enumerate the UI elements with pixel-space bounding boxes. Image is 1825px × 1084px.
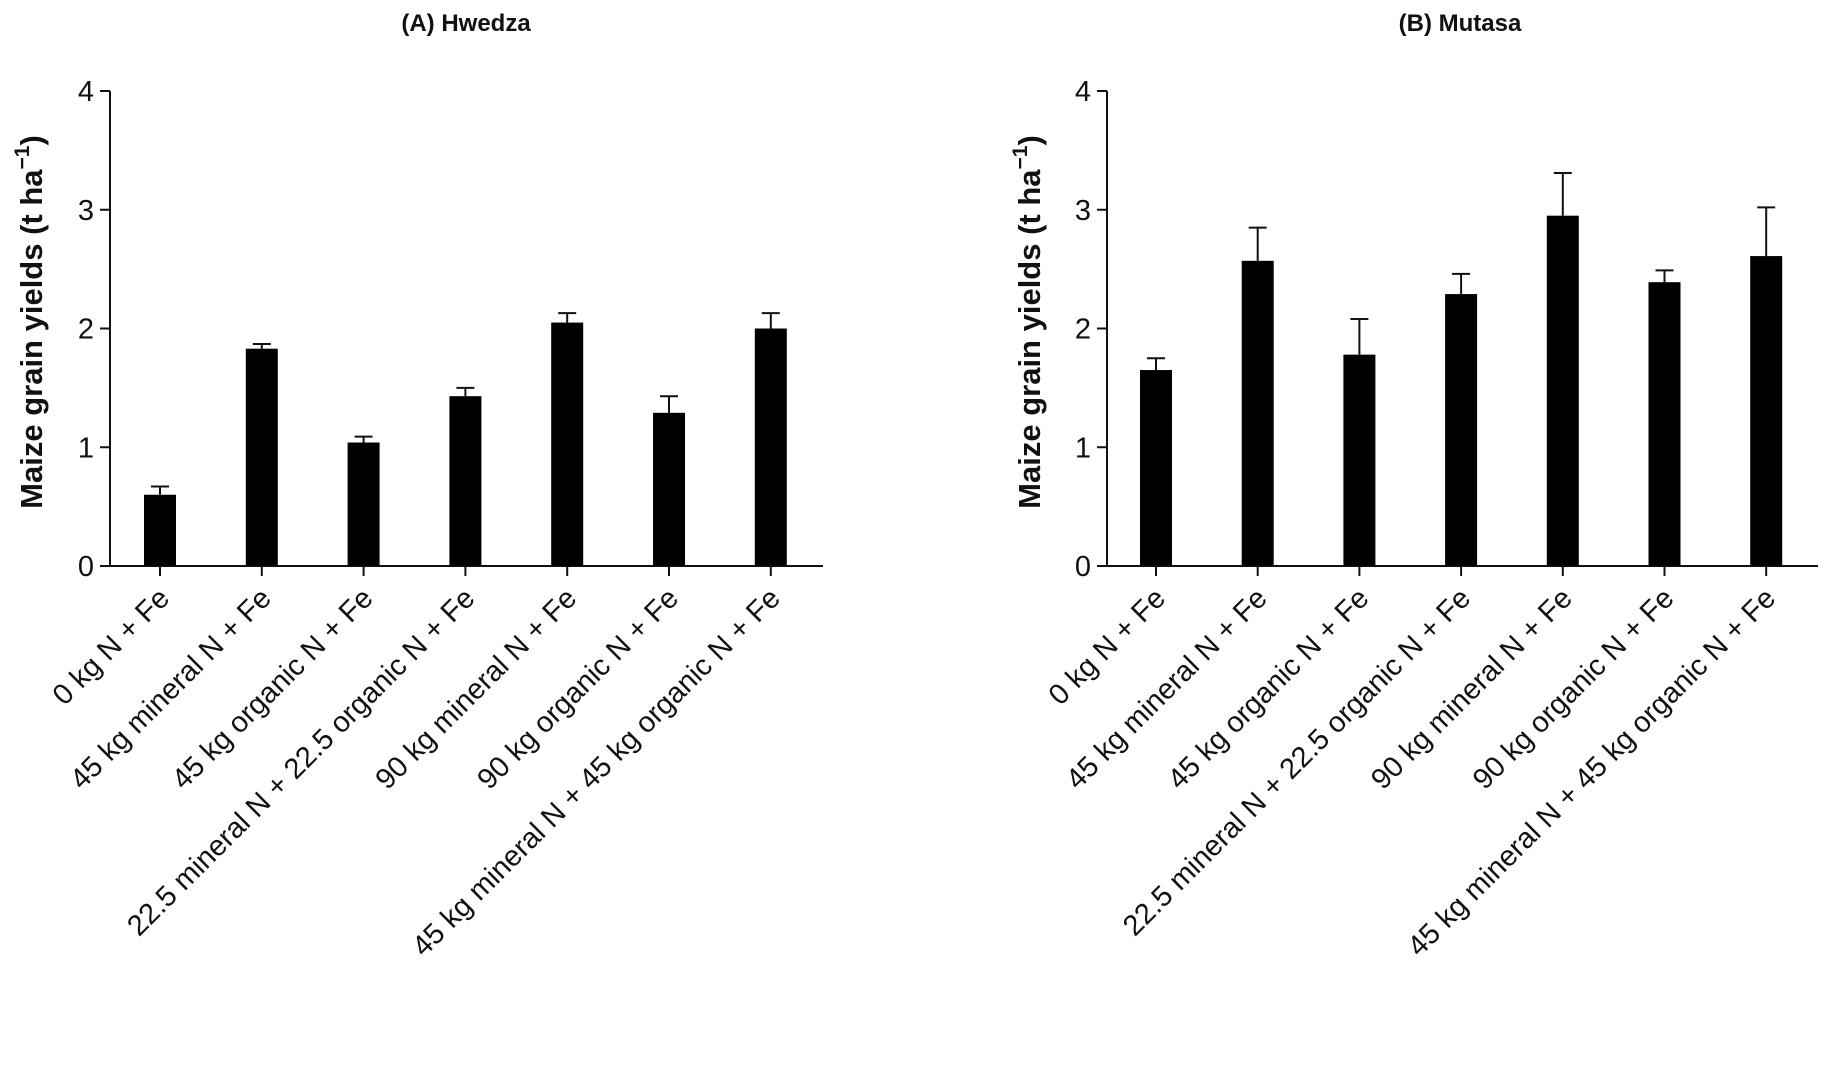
y-axis-label: Maize grain yields (t ha−1) [1009,135,1047,509]
y-tick-label: 1 [78,432,94,464]
x-tick-label: 45 kg organic N + Fe [1162,582,1376,796]
x-tick-label: 22.5 mineral N + 22.5 organic N + Fe [1117,582,1477,942]
bar [144,494,176,566]
x-tick-label: 45 kg mineral N + 45 kg organic N + Fe [406,582,787,963]
y-tick-label: 4 [78,76,94,108]
bar [245,348,278,566]
chart-panel-mutasa: (B) Mutasa Maize grain yields (t ha−1) 0… [1009,10,1818,963]
x-tick-label: 45 kg mineral N + Fe [1060,582,1274,796]
bar [1648,282,1681,566]
bar [1750,256,1783,566]
bars [1140,171,1783,566]
bar [551,322,584,566]
bar [347,442,380,566]
chart-title: (B) Mutasa [1399,10,1522,37]
y-tick-label: 2 [78,314,94,346]
x-tick-label: 45 kg mineral N + Fe [64,582,278,796]
bar [754,328,787,566]
y-ticks: 0 1 2 3 4 [1075,76,1107,583]
x-tick-label: 90 kg organic N + Fe [1467,582,1681,796]
x-tick-label: 22.5 mineral N + 22.5 organic N + Fe [121,582,481,942]
chart-panel-hwedza: (A) Hwedza Maize grain yields (t ha−1) 0… [11,10,823,963]
y-tick-label: 3 [1075,195,1091,227]
y-tick-label: 2 [1075,314,1091,346]
bar [1445,294,1478,566]
chart-title: (A) Hwedza [401,10,531,37]
x-tick-label: 45 kg organic N + Fe [166,582,380,796]
bar [1546,215,1579,566]
bar [1343,354,1376,566]
y-tick-label: 0 [1075,551,1091,583]
y-tick-label: 3 [78,195,94,227]
bar [449,396,482,566]
y-tick-label: 1 [1075,432,1091,464]
bar [653,412,685,566]
bar [1241,260,1274,566]
bar [1140,370,1172,566]
x-tick-label: 90 kg organic N + Fe [471,582,685,796]
y-tick-label: 4 [1075,76,1091,108]
bars [144,312,787,566]
y-axis-label: Maize grain yields (t ha−1) [11,135,49,509]
x-tick-label: 90 kg mineral N + Fe [370,582,584,796]
x-tick-label: 90 kg mineral N + Fe [1365,582,1579,796]
y-ticks: 0 1 2 3 4 [78,76,110,583]
y-tick-label: 0 [78,551,94,583]
x-tick-label: 45 kg mineral N + 45 kg organic N + Fe [1402,582,1783,963]
